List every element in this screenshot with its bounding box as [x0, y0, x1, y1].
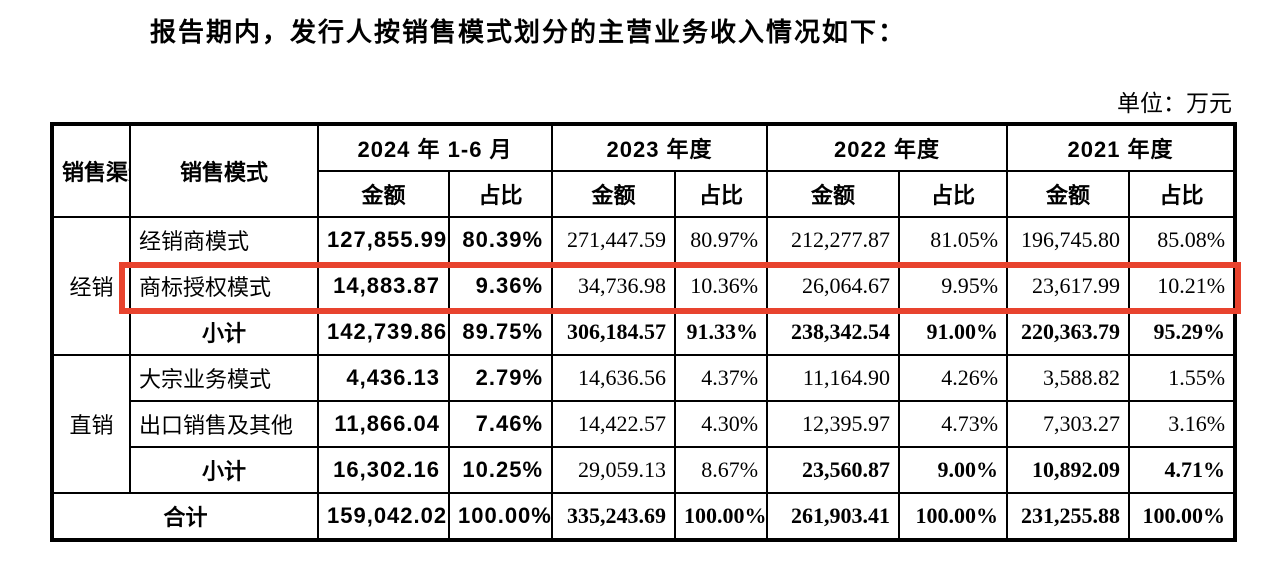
amount-cell: 11,164.90	[766, 354, 901, 402]
ratio-cell: 4.26%	[898, 354, 1009, 402]
ratio-cell: 100.00%	[1128, 492, 1237, 541]
ratio-cell: 80.39%	[447, 216, 554, 264]
row-label: 出口销售及其他	[129, 400, 319, 448]
header-row-measures: 金额 占比 金额 占比 金额 占比 金额 占比	[52, 170, 1237, 218]
amount-cell: 3,588.82	[1006, 354, 1131, 402]
table-row-direct-subtotal: 小计 16,302.16 10.25% 29,059.13 8.67% 23,5…	[52, 446, 1237, 494]
ratio-cell: 89.75%	[447, 308, 554, 356]
amount-cell: 127,855.99	[317, 216, 450, 264]
row-label: 小计	[129, 308, 319, 356]
table-row-trademark-license-mode: 商标授权模式 14,883.87 9.36% 34,736.98 10.36% …	[52, 262, 1237, 310]
ratio-cell: 3.16%	[1128, 400, 1237, 448]
header-ratio-2021: 占比	[1128, 170, 1237, 218]
amount-cell: 23,617.99	[1006, 262, 1131, 310]
header-period-2023: 2023 年度	[551, 123, 769, 172]
amount-cell: 335,243.69	[551, 492, 677, 541]
amount-cell: 238,342.54	[766, 308, 901, 356]
amount-cell: 142,739.86	[317, 308, 450, 356]
amount-cell: 12,395.97	[766, 400, 901, 448]
ratio-cell: 7.46%	[447, 400, 554, 448]
amount-cell: 14,636.56	[551, 354, 677, 402]
header-period-2024: 2024 年 1-6 月	[316, 123, 554, 172]
ratio-cell: 4.30%	[674, 400, 769, 448]
table-row-export-and-other: 出口销售及其他 11,866.04 7.46% 14,422.57 4.30% …	[52, 400, 1237, 448]
channel-cell-direct: 直销	[51, 354, 131, 494]
amount-cell: 14,422.57	[551, 400, 677, 448]
header-mode: 销售模式	[129, 123, 319, 218]
header-ratio-2024: 占比	[447, 170, 554, 218]
ratio-cell: 4.37%	[674, 354, 769, 402]
table-row-dealer-mode: 经销 经销商模式 127,855.99 80.39% 271,447.59 80…	[51, 216, 1237, 356]
header-amount-2024: 金额	[317, 170, 450, 218]
ratio-cell: 100.00%	[447, 492, 554, 541]
amount-cell: 159,042.02	[317, 492, 450, 541]
header-row-periods: 销售渠道 销售模式 2024 年 1-6 月 2023 年度 2022 年度 2…	[51, 123, 1237, 218]
ratio-cell: 1.55%	[1128, 354, 1237, 402]
amount-cell: 271,447.59	[551, 216, 677, 264]
header-period-2021: 2021 年度	[1006, 123, 1237, 172]
amount-cell: 7,303.27	[1006, 400, 1131, 448]
header-period-2022: 2022 年度	[766, 123, 1009, 172]
header-ratio-2022: 占比	[898, 170, 1009, 218]
row-label: 合计	[51, 492, 319, 541]
amount-cell: 261,903.41	[766, 492, 901, 541]
row-label: 小计	[129, 446, 319, 494]
ratio-cell: 100.00%	[898, 492, 1009, 541]
ratio-cell: 10.36%	[674, 262, 769, 310]
ratio-cell: 4.71%	[1128, 446, 1237, 494]
revenue-by-sales-mode-table: 销售渠道 销售模式 2024 年 1-6 月 2023 年度 2022 年度 2…	[50, 122, 1238, 542]
amount-cell: 23,560.87	[766, 446, 901, 494]
amount-cell: 231,255.88	[1006, 492, 1131, 541]
header-channel: 销售渠道	[51, 123, 131, 218]
ratio-cell: 10.25%	[447, 446, 554, 494]
header-amount-2023: 金额	[551, 170, 677, 218]
amount-cell: 306,184.57	[551, 308, 677, 356]
header-amount-2022: 金额	[766, 170, 901, 218]
amount-cell: 26,064.67	[766, 262, 901, 310]
amount-cell: 10,892.09	[1006, 446, 1131, 494]
amount-cell: 212,277.87	[766, 216, 901, 264]
ratio-cell: 9.00%	[898, 446, 1009, 494]
amount-cell: 14,883.87	[317, 262, 450, 310]
unit-label: 单位：万元	[1117, 91, 1232, 116]
ratio-cell: 80.97%	[674, 216, 769, 264]
amount-cell: 16,302.16	[317, 446, 450, 494]
table-row-distribution-subtotal: 小计 142,739.86 89.75% 306,184.57 91.33% 2…	[52, 308, 1237, 356]
row-label: 经销商模式	[129, 216, 319, 264]
ratio-cell: 81.05%	[898, 216, 1009, 264]
header-amount-2021: 金额	[1006, 170, 1131, 218]
ratio-cell: 4.73%	[898, 400, 1009, 448]
ratio-cell: 91.00%	[898, 308, 1009, 356]
ratio-cell: 91.33%	[674, 308, 769, 356]
row-label: 商标授权模式	[129, 262, 319, 310]
amount-cell: 34,736.98	[551, 262, 677, 310]
table-row-bulk-business-mode: 直销 大宗业务模式 4,436.13 2.79% 14,636.56 4.37%…	[51, 354, 1237, 494]
amount-cell: 29,059.13	[551, 446, 677, 494]
ratio-cell: 100.00%	[674, 492, 769, 541]
row-label: 大宗业务模式	[129, 354, 319, 402]
amount-cell: 220,363.79	[1006, 308, 1131, 356]
ratio-cell: 9.36%	[447, 262, 554, 310]
table-row-grand-total: 合计 159,042.02 100.00% 335,243.69 100.00%…	[51, 492, 1237, 541]
ratio-cell: 8.67%	[674, 446, 769, 494]
ratio-cell: 85.08%	[1128, 216, 1237, 264]
amount-cell: 4,436.13	[317, 354, 450, 402]
amount-cell: 196,745.80	[1006, 216, 1131, 264]
amount-cell: 11,866.04	[317, 400, 450, 448]
ratio-cell: 10.21%	[1128, 262, 1237, 310]
channel-cell-distribution: 经销	[51, 216, 131, 356]
ratio-cell: 95.29%	[1128, 308, 1237, 356]
page-title: 报告期内，发行人按销售模式划分的主营业务收入情况如下：	[150, 18, 907, 47]
ratio-cell: 9.95%	[898, 262, 1009, 310]
ratio-cell: 2.79%	[447, 354, 554, 402]
header-ratio-2023: 占比	[674, 170, 769, 218]
